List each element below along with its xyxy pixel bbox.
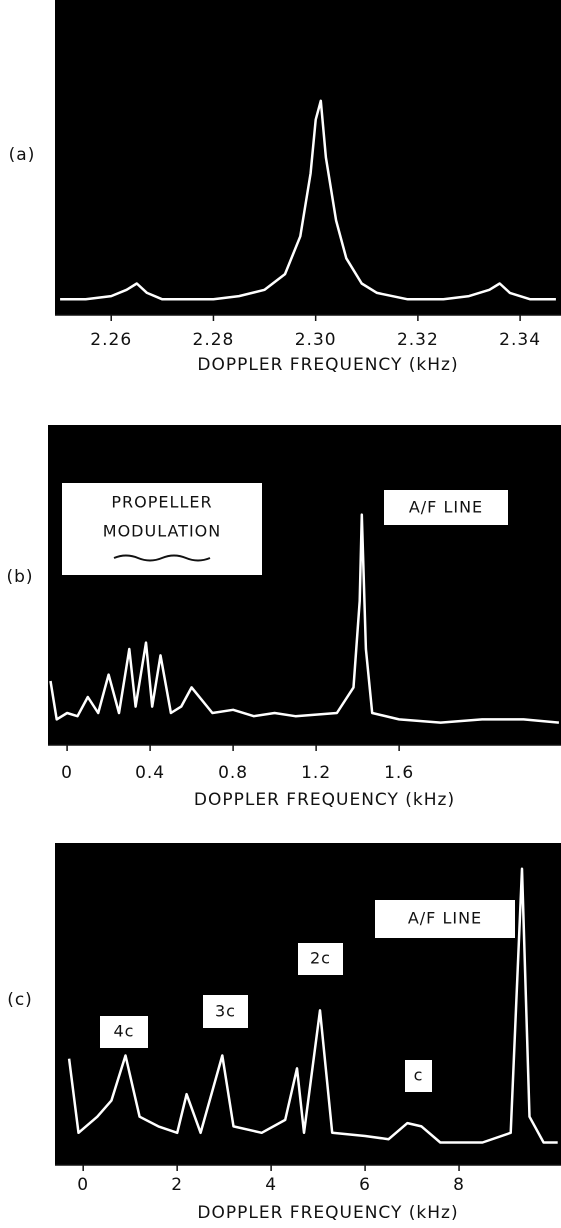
annotation: 4c: [114, 1022, 135, 1041]
x-axis-title: DOPPLER FREQUENCY (kHz): [197, 355, 458, 375]
x-tick-label: 0: [77, 1175, 89, 1195]
x-tick-label: 2.26: [90, 330, 132, 350]
panel-background: [55, 0, 561, 315]
annotation: 3c: [215, 1002, 236, 1021]
x-axis-title: DOPPLER FREQUENCY (kHz): [194, 790, 455, 810]
x-tick-label: 6: [359, 1175, 371, 1195]
x-tick-label: 4: [265, 1175, 277, 1195]
annotation-box: [298, 943, 343, 975]
annotation-box: [203, 995, 248, 1028]
panel-label: (c): [7, 990, 33, 1010]
x-tick-label: 1.2: [301, 763, 331, 783]
annotation-underline: [113, 554, 211, 562]
x-tick-label: 2: [171, 1175, 183, 1195]
x-tick-label: 0: [61, 763, 73, 783]
x-tick-label: 1.6: [384, 763, 414, 783]
x-tick-label: 0.4: [135, 763, 165, 783]
panel-label: (b): [6, 567, 33, 587]
panel-label: (a): [9, 145, 36, 165]
panel-background: [55, 843, 561, 1165]
annotation: A/F LINE: [408, 909, 482, 928]
annotation: c: [414, 1066, 424, 1085]
annotation: MODULATION: [103, 522, 221, 541]
spectrum-line: [49, 513, 560, 724]
x-tick-label: 2.34: [499, 330, 541, 350]
annotation-box: [375, 900, 515, 938]
annotation: PROPELLER: [111, 493, 212, 512]
x-tick-label: 2.30: [295, 330, 337, 350]
x-tick-label: 8: [453, 1175, 465, 1195]
spectrum-line: [60, 99, 556, 301]
annotation: A/F LINE: [409, 498, 483, 517]
annotation-box: [405, 1060, 432, 1092]
annotation: 2c: [310, 949, 331, 968]
spectrum-line: [67, 867, 558, 1144]
panel-background: [48, 425, 561, 745]
annotation-box: [62, 483, 262, 575]
x-axis-title: DOPPLER FREQUENCY (kHz): [197, 1203, 458, 1223]
annotation-box: [384, 490, 508, 525]
x-tick-label: 0.8: [218, 763, 248, 783]
x-tick-label: 2.28: [193, 330, 235, 350]
x-tick-label: 2.32: [397, 330, 439, 350]
annotation-box: [100, 1016, 148, 1048]
